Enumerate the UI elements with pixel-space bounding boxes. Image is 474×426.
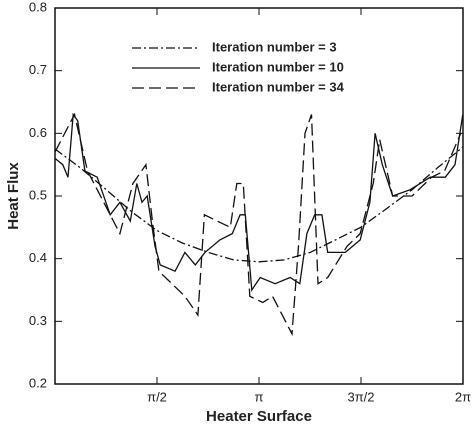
legend-label: Iteration number = 10 xyxy=(212,59,344,74)
y-tick-label: 0.3 xyxy=(29,313,47,328)
y-tick-label: 0.2 xyxy=(29,375,47,390)
line-series xyxy=(54,112,462,337)
y-tick-label: 0.4 xyxy=(29,250,47,265)
line-series xyxy=(54,146,464,263)
line-series xyxy=(54,112,464,292)
legend-label: Iteration number = 34 xyxy=(212,79,345,94)
y-axis-title: Heat Flux xyxy=(5,162,22,230)
x-axis-title: Heater Surface xyxy=(206,408,312,425)
y-tick-label: 0.8 xyxy=(29,0,47,14)
y-tick-label: 0.5 xyxy=(29,187,47,202)
y-tick-label: 0.6 xyxy=(29,125,47,140)
legend-label: Iteration number = 3 xyxy=(212,39,337,54)
y-tick-label: 0.7 xyxy=(29,62,47,77)
x-tick-label: 3π/2 xyxy=(347,389,374,404)
x-tick-label: 2π xyxy=(455,389,471,404)
x-tick-label: π xyxy=(255,389,264,404)
x-tick-label: π/2 xyxy=(147,389,167,404)
